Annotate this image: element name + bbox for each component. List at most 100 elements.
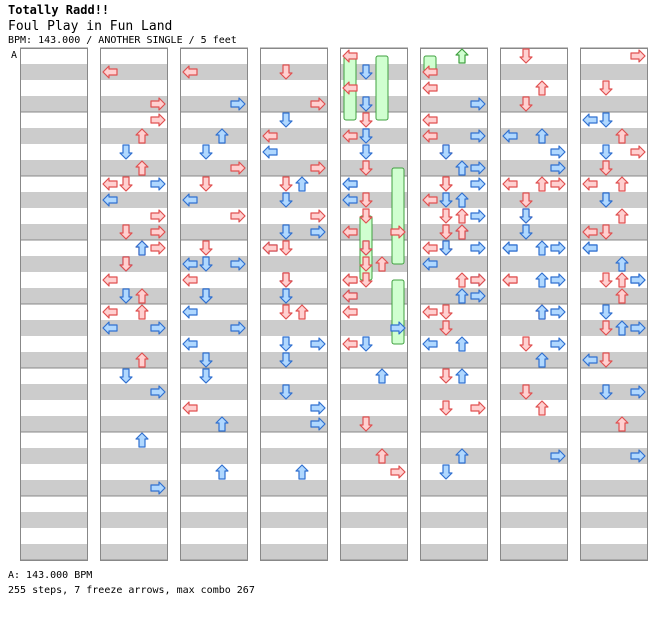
left-arrow-icon	[182, 273, 198, 287]
down-arrow-icon	[199, 288, 213, 304]
up-arrow-icon	[455, 192, 469, 208]
beat-stripe	[260, 448, 328, 464]
up-arrow-icon	[615, 208, 629, 224]
right-arrow-icon	[470, 241, 486, 255]
up-arrow-icon	[375, 368, 389, 384]
down-arrow-icon	[599, 224, 613, 240]
down-arrow-icon	[279, 336, 293, 352]
beat-stripe	[500, 544, 568, 560]
down-arrow-icon	[199, 256, 213, 272]
right-arrow-icon	[550, 305, 566, 319]
beat-stripe	[180, 256, 248, 272]
column-border	[180, 48, 248, 561]
down-arrow-icon	[279, 176, 293, 192]
beat-stripe	[340, 256, 408, 272]
up-arrow-icon	[135, 352, 149, 368]
beat-stripe	[500, 128, 568, 144]
down-arrow-icon	[439, 176, 453, 192]
beat-stripe	[260, 256, 328, 272]
beat-stripe	[100, 544, 168, 560]
beat-stripe	[100, 224, 168, 240]
beat-stripe	[420, 480, 488, 496]
down-arrow-icon	[519, 208, 533, 224]
right-arrow-icon	[550, 337, 566, 351]
beat-stripe	[420, 512, 488, 528]
right-arrow-icon	[310, 417, 326, 431]
down-arrow-icon	[359, 256, 373, 272]
down-arrow-icon	[519, 192, 533, 208]
left-arrow-icon	[102, 305, 118, 319]
up-arrow-icon	[535, 304, 549, 320]
right-arrow-icon	[150, 225, 166, 239]
beat-stripe	[500, 416, 568, 432]
down-arrow-icon	[599, 272, 613, 288]
beat-stripe	[20, 512, 88, 528]
beat-stripe	[20, 320, 88, 336]
beat-stripe	[500, 96, 568, 112]
down-arrow-icon	[199, 144, 213, 160]
chart-column	[580, 47, 648, 561]
right-arrow-icon	[150, 241, 166, 255]
up-arrow-icon	[615, 272, 629, 288]
beat-stripe	[20, 192, 88, 208]
up-arrow-icon	[135, 432, 149, 448]
left-arrow-icon	[262, 129, 278, 143]
down-arrow-icon	[599, 320, 613, 336]
right-arrow-icon	[390, 225, 406, 239]
beat-stripe	[340, 480, 408, 496]
beat-stripe	[260, 96, 328, 112]
beat-stripe	[340, 96, 408, 112]
beat-stripe	[100, 512, 168, 528]
right-arrow-icon	[310, 161, 326, 175]
beat-stripe	[180, 192, 248, 208]
down-arrow-icon	[279, 240, 293, 256]
song-title: Foul Play in Fun Land	[8, 19, 173, 34]
beat-stripe	[180, 128, 248, 144]
left-arrow-icon	[182, 337, 198, 351]
beat-stripe	[420, 416, 488, 432]
right-arrow-icon	[630, 385, 646, 399]
beat-stripe	[420, 256, 488, 272]
up-arrow-icon	[615, 128, 629, 144]
left-arrow-icon	[182, 65, 198, 79]
down-arrow-icon	[279, 192, 293, 208]
up-arrow-icon	[295, 176, 309, 192]
beat-stripe	[20, 224, 88, 240]
beat-stripe	[500, 192, 568, 208]
up-arrow-icon	[455, 48, 469, 64]
beat-stripe	[20, 352, 88, 368]
column-border	[580, 48, 648, 561]
beat-stripe	[260, 160, 328, 176]
left-arrow-icon	[342, 225, 358, 239]
down-arrow-icon	[359, 336, 373, 352]
up-arrow-icon	[135, 160, 149, 176]
beat-stripe	[580, 544, 648, 560]
beat-stripe	[20, 416, 88, 432]
down-arrow-icon	[359, 416, 373, 432]
beat-stripe	[180, 544, 248, 560]
down-arrow-icon	[599, 80, 613, 96]
left-arrow-icon	[582, 225, 598, 239]
beat-stripe	[420, 320, 488, 336]
beat-stripe	[100, 128, 168, 144]
beat-stripe	[420, 96, 488, 112]
right-arrow-icon	[150, 209, 166, 223]
left-arrow-icon	[342, 305, 358, 319]
beat-stripe	[260, 416, 328, 432]
down-arrow-icon	[119, 224, 133, 240]
column-border	[340, 48, 408, 561]
right-arrow-icon	[470, 129, 486, 143]
down-arrow-icon	[119, 144, 133, 160]
beat-stripe	[500, 160, 568, 176]
down-arrow-icon	[199, 368, 213, 384]
column-border	[20, 48, 88, 561]
down-arrow-icon	[199, 352, 213, 368]
chart-column	[100, 47, 168, 561]
beat-stripe	[500, 288, 568, 304]
beat-stripe	[420, 160, 488, 176]
up-arrow-icon	[535, 272, 549, 288]
up-arrow-icon	[615, 416, 629, 432]
beat-stripe	[180, 416, 248, 432]
chart-column	[260, 47, 328, 561]
left-arrow-icon	[422, 129, 438, 143]
